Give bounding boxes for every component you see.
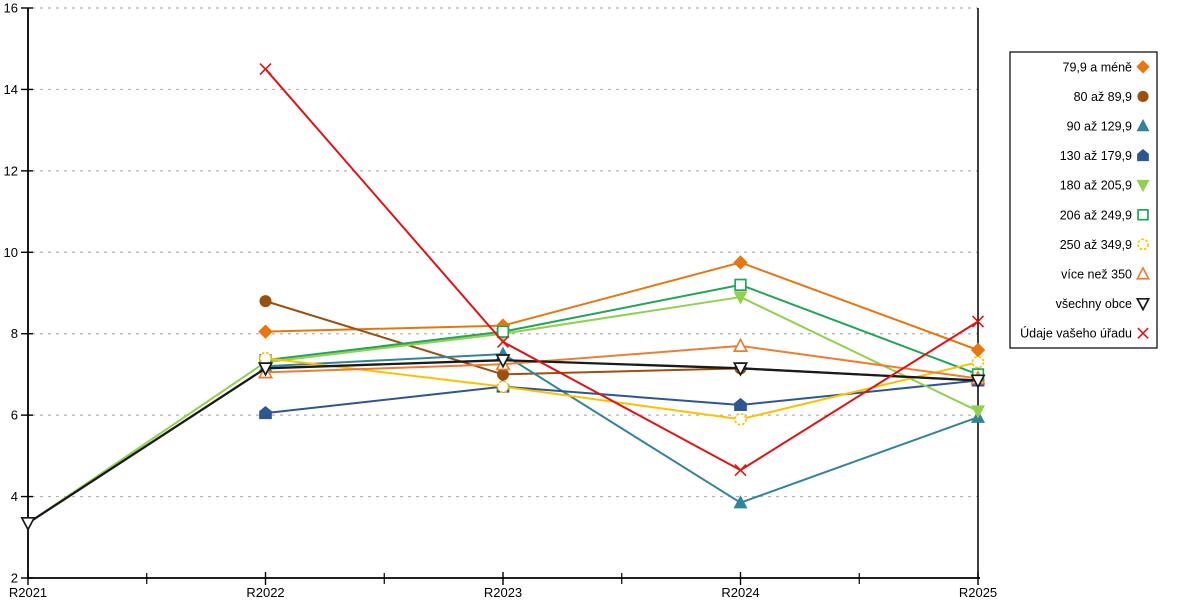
triangle-down-marker <box>732 362 749 377</box>
circle-marker <box>971 355 985 369</box>
y-tick-label: 12 <box>4 163 18 178</box>
circle-marker <box>1137 90 1149 102</box>
x-marker <box>1137 327 1149 339</box>
series-line <box>264 68 979 472</box>
x-marker <box>259 62 272 76</box>
x-tick-label: R2025 <box>959 585 997 600</box>
y-tick-label: 2 <box>11 571 18 586</box>
square-marker <box>496 325 510 338</box>
y-tick-label: 6 <box>11 408 18 423</box>
legend-item-label: 79,9 a méně <box>1063 60 1133 74</box>
square-marker <box>734 278 747 292</box>
y-tick-label: 16 <box>4 1 18 16</box>
x-tick-label: R2022 <box>246 585 284 600</box>
triangle-up-marker <box>733 495 748 509</box>
legend-item-label: 250 až 349,9 <box>1060 238 1132 252</box>
circle-marker <box>496 368 510 381</box>
circle-marker <box>1137 238 1149 251</box>
pentagon-marker <box>1137 148 1149 162</box>
diamond-marker <box>258 324 273 339</box>
legend-item-label: více než 350 <box>1061 268 1132 282</box>
x-tick-label: R2023 <box>484 585 522 600</box>
x-marker <box>496 335 510 348</box>
y-tick-label: 14 <box>4 82 18 97</box>
pentagon-marker <box>734 397 747 411</box>
x-marker <box>971 315 985 328</box>
triangle-up-marker <box>1136 118 1150 132</box>
triangle-down-marker <box>20 516 36 532</box>
x-marker <box>734 464 747 477</box>
series-line <box>265 357 979 421</box>
circle-marker <box>734 412 747 426</box>
triangle-down-marker <box>495 354 511 369</box>
legend-item-label: 180 až 205,9 <box>1060 179 1132 193</box>
diamond-marker <box>1136 60 1150 74</box>
series-line <box>265 261 979 351</box>
series-line <box>265 353 979 504</box>
series-line <box>265 283 979 376</box>
legend-item-label: 90 až 129,9 <box>1067 120 1132 134</box>
triangle-down-marker <box>733 291 748 305</box>
legend-item-label: 80 až 89,9 <box>1074 90 1132 104</box>
square-marker <box>1137 209 1149 221</box>
diamond-marker <box>970 342 986 358</box>
x-tick-label: R2024 <box>721 585 759 600</box>
circle-marker <box>259 351 272 365</box>
x-tick-label: R2021 <box>9 585 47 600</box>
legend-box <box>1009 51 1158 349</box>
series-line <box>265 379 979 415</box>
legend-item-label: 206 až 249,9 <box>1060 208 1132 222</box>
circle-marker <box>496 380 510 394</box>
legend-item-label: 130 až 179,9 <box>1060 149 1132 163</box>
triangle-down-marker <box>1136 179 1150 193</box>
y-tick-label: 4 <box>11 489 18 504</box>
triangle-down-marker <box>257 362 274 377</box>
pentagon-marker <box>259 405 272 420</box>
triangle-up-marker <box>732 337 749 352</box>
legend-item-label: všechny obce <box>1056 297 1132 311</box>
circle-marker <box>259 295 272 308</box>
triangle-down-marker <box>1135 297 1151 312</box>
y-tick-label: 8 <box>11 326 18 341</box>
triangle-down-marker <box>970 405 986 419</box>
y-tick-label: 10 <box>4 245 18 260</box>
triangle-down-marker <box>970 374 986 389</box>
triangle-up-marker <box>1135 266 1151 280</box>
diamond-marker <box>733 255 748 270</box>
series-line <box>265 344 979 380</box>
legend-item-label: Údaje vašeho úřadu <box>1020 326 1132 341</box>
